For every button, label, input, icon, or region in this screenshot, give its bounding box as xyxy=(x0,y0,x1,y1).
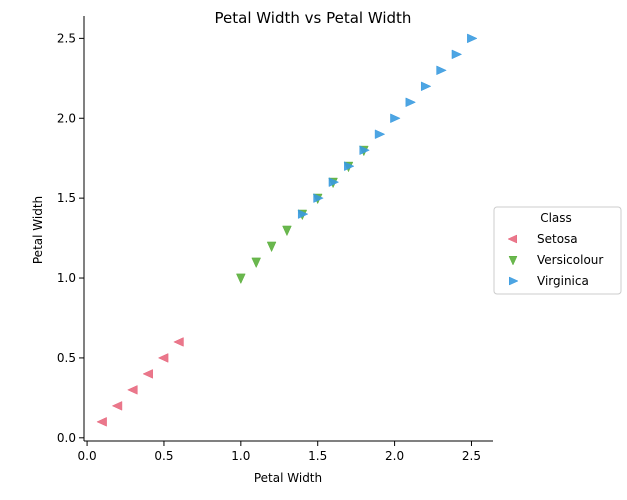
data-point-versicolour xyxy=(266,241,277,253)
axes xyxy=(83,16,493,442)
legend-label-versicolour: Versicolour xyxy=(537,253,603,267)
y-tick-label: 2.5 xyxy=(57,31,76,45)
legend-title: Class xyxy=(540,211,572,225)
y-ticks: 0.0 0.5 1.0 1.5 2.0 2.5 xyxy=(57,31,84,445)
data-point-virginica xyxy=(297,209,309,219)
x-tick-label: 2.0 xyxy=(385,449,404,463)
y-tick-label: 1.5 xyxy=(57,191,76,205)
data-point-virginica xyxy=(451,49,463,60)
data-point-setosa xyxy=(111,401,123,411)
data-point-virginica xyxy=(467,33,478,44)
y-tick-label: 2.0 xyxy=(57,111,76,125)
data-point-versicolour xyxy=(236,273,246,285)
x-tick-label: 0.5 xyxy=(154,449,173,463)
data-point-setosa xyxy=(173,337,184,347)
data-point-virginica xyxy=(344,161,355,171)
data-point-versicolour xyxy=(251,257,261,269)
y-tick-label: 0.5 xyxy=(57,351,76,365)
y-tick-label: 0.0 xyxy=(57,431,76,445)
legend-marker-setosa xyxy=(507,234,517,244)
data-point-virginica xyxy=(405,97,417,108)
data-point-virginica xyxy=(390,113,401,124)
legend-items: Setosa Versicolour Virginica xyxy=(507,232,603,288)
legend-marker-versicolour xyxy=(508,256,518,266)
chart-title: Petal Width vs Petal Width xyxy=(215,9,412,27)
legend: Class Setosa Versicolour Virginica xyxy=(493,206,622,295)
data-points xyxy=(96,33,478,427)
x-tick-label: 2.5 xyxy=(462,449,481,463)
x-tick-label: 0.0 xyxy=(78,449,97,463)
x-tick-label: 1.5 xyxy=(308,449,327,463)
legend-box xyxy=(493,206,622,295)
legend-marker-virginica xyxy=(509,276,519,286)
data-point-versicolour xyxy=(282,225,292,237)
data-point-setosa xyxy=(127,385,138,395)
legend-label-virginica: Virginica xyxy=(537,274,589,288)
legend-label-setosa: Setosa xyxy=(537,232,578,246)
x-tick-label: 1.0 xyxy=(231,449,250,463)
data-point-setosa xyxy=(96,417,107,427)
x-ticks: 0.0 0.5 1.0 1.5 2.0 2.5 xyxy=(78,441,481,463)
data-point-virginica xyxy=(374,129,386,140)
data-point-setosa xyxy=(142,369,153,379)
y-axis-label: Petal Width xyxy=(31,196,45,264)
data-point-virginica xyxy=(436,65,447,76)
data-point-virginica xyxy=(420,81,432,92)
data-point-virginica xyxy=(359,145,370,155)
data-point-virginica xyxy=(313,193,324,203)
data-point-virginica xyxy=(328,177,340,187)
x-axis-label: Petal Width xyxy=(254,471,322,485)
y-tick-label: 1.0 xyxy=(57,271,76,285)
data-point-setosa xyxy=(157,353,169,363)
